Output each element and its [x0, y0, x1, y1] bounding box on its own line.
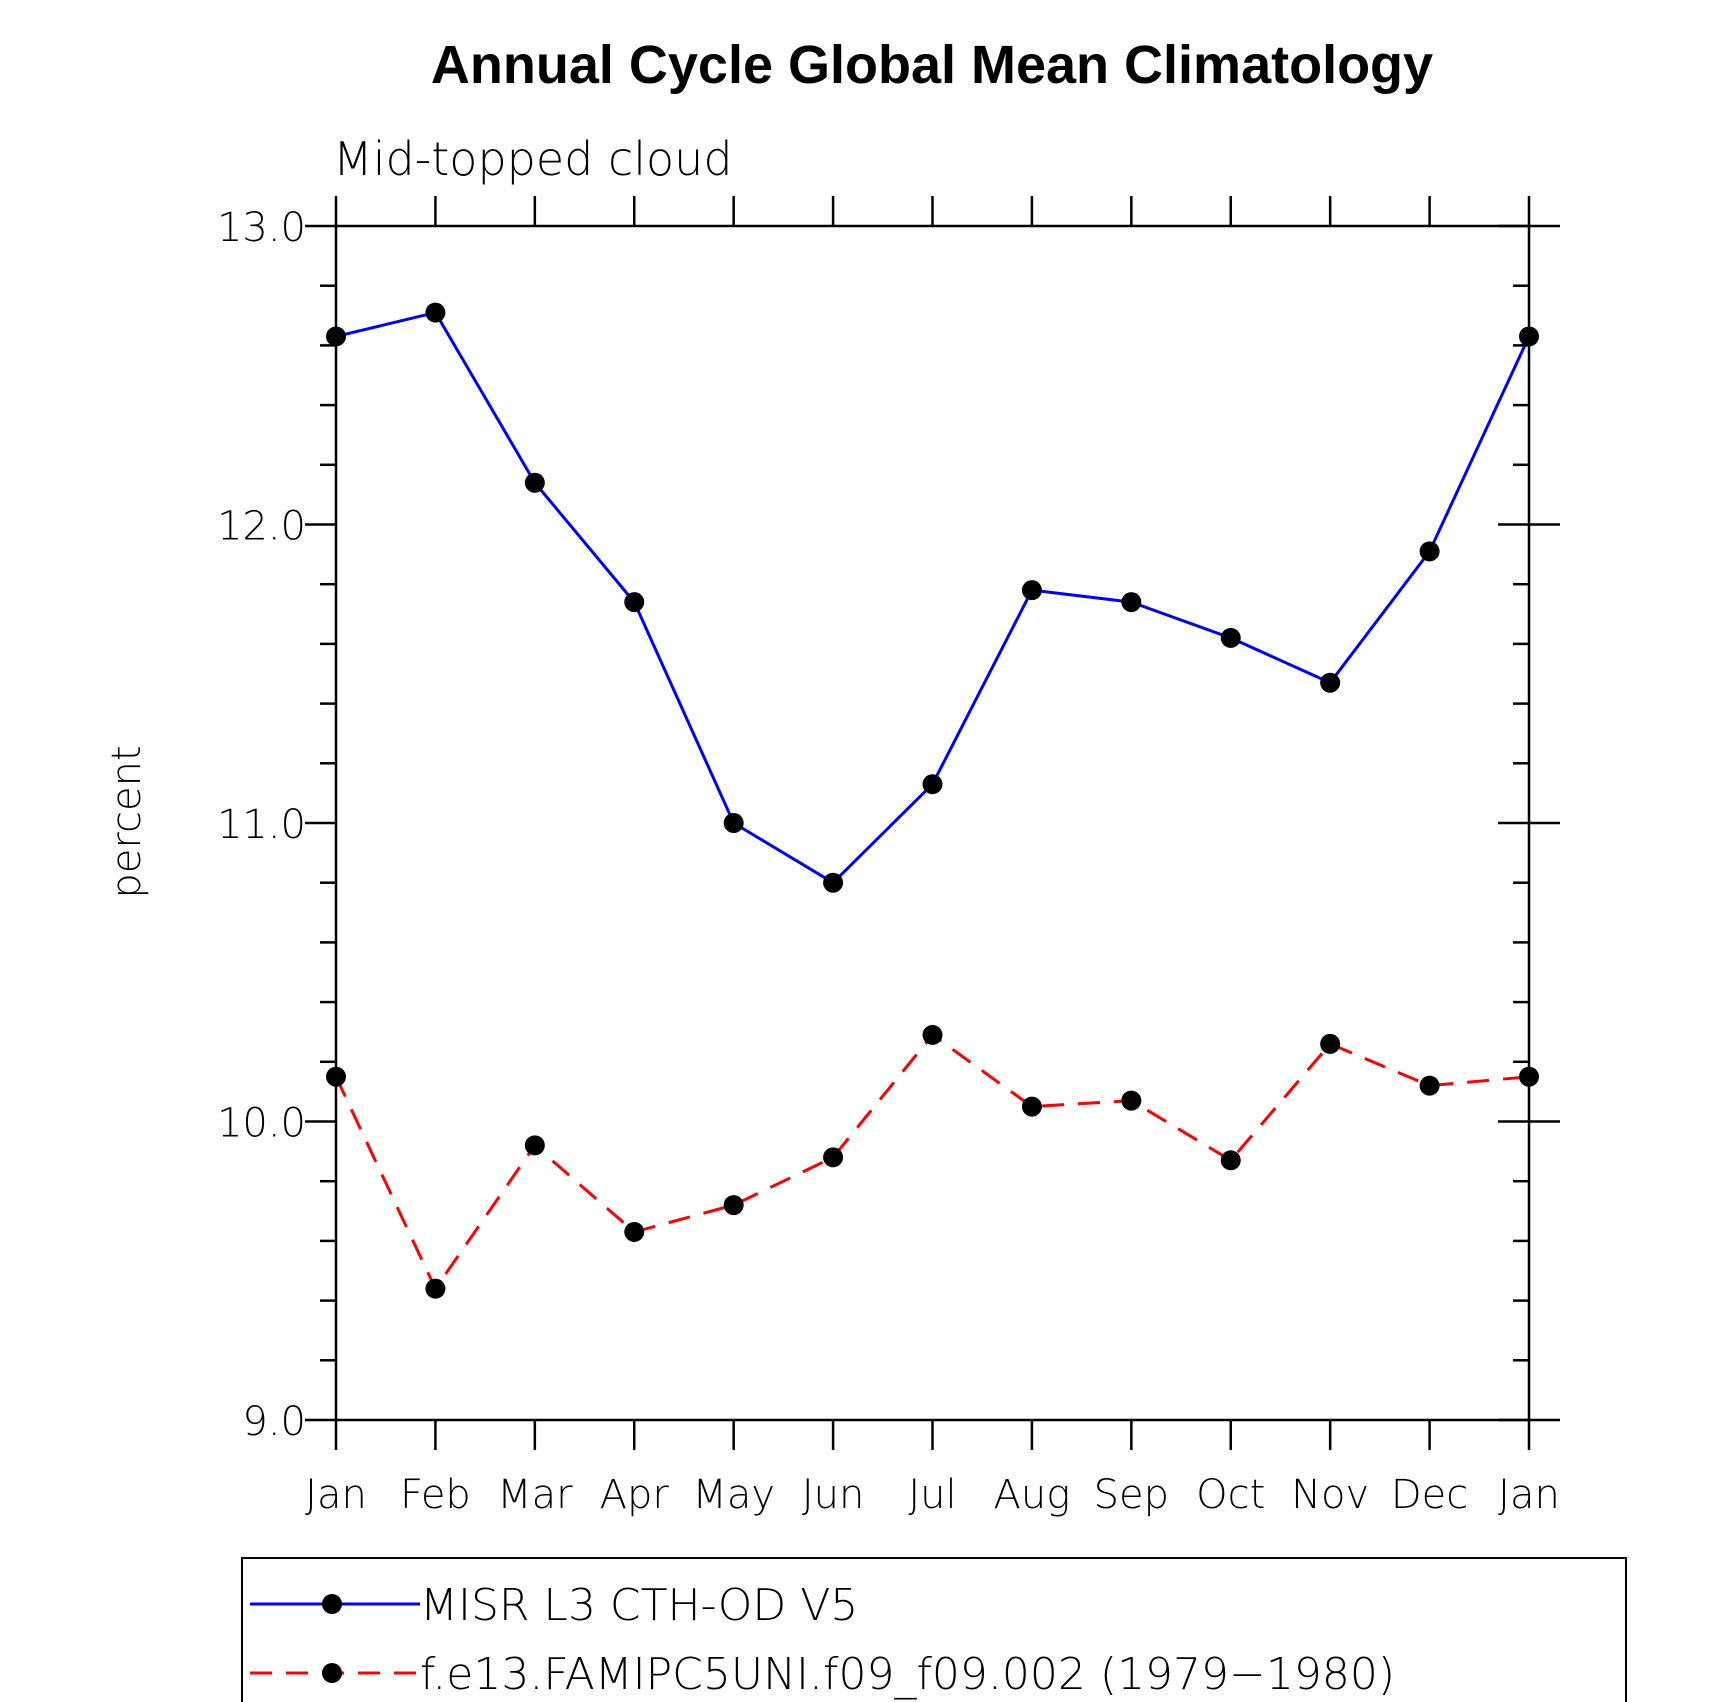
series-1-point [723, 1195, 744, 1216]
x-tick-label: Aug [994, 1472, 1071, 1518]
x-tick-label: Jan [1498, 1472, 1560, 1518]
chart-title: Annual Cycle Global Mean Climatology [431, 35, 1433, 95]
series-1-point [524, 1135, 545, 1156]
x-tick-label: Feb [400, 1472, 471, 1518]
x-tick-labels: Jan Feb Mar Apr May Jun Jul Aug Sep Oct Nov Dec Jan [305, 1472, 1560, 1518]
legend-marker-0 [322, 1594, 342, 1614]
x-tick-label: May [692, 1472, 775, 1518]
series-line-1 [334, 1032, 1530, 1292]
x-tick-label: Nov [1291, 1472, 1369, 1518]
series-0-point [1519, 326, 1539, 347]
x-tick-label: Oct [1196, 1472, 1265, 1518]
y-tick-label: 9.0 [242, 1399, 306, 1445]
y-tick-label: 13.0 [217, 205, 306, 251]
series-0-point [624, 592, 645, 613]
axis-ticks [305, 196, 1560, 1450]
series-0-point [326, 326, 346, 347]
series-0-point [1220, 627, 1241, 648]
series-0-point [524, 472, 545, 493]
series-0-point [1419, 541, 1440, 562]
legend: MISR L3 CTH-OD V5 f.e13.FAMIPC5UNI.f09_f… [241, 1557, 1627, 1702]
y-axis-label: percent [104, 745, 150, 898]
y-tick-label: 10.0 [217, 1101, 306, 1147]
legend-box [241, 1557, 1627, 1702]
legend-label-1: f.e13.FAMIPC5UNI.f09_f09.002 (1979−1980) [420, 1649, 1395, 1700]
x-tick-label: Jun [802, 1472, 865, 1518]
series-1-point [326, 1066, 346, 1087]
x-tick-label: Dec [1391, 1472, 1468, 1518]
series-1-point [1320, 1033, 1341, 1054]
x-tick-label: Jul [908, 1472, 956, 1518]
x-tick-label: Sep [1094, 1472, 1169, 1518]
series-1-point [1419, 1075, 1440, 1096]
series-1-point [1220, 1150, 1241, 1171]
y-tick-label: 12.0 [217, 504, 306, 550]
plot-frame [334, 224, 1531, 1422]
series-1-point [1021, 1096, 1042, 1117]
series-0-point [1320, 672, 1341, 693]
series-1-point [1519, 1066, 1539, 1087]
series-0-point [1121, 592, 1142, 613]
series-0-point [425, 302, 446, 323]
x-tick-label: Mar [497, 1472, 573, 1518]
chart-subtitle: Mid-topped cloud [333, 132, 733, 186]
series-line-0 [335, 310, 1531, 885]
y-tick-label: 11.0 [217, 802, 306, 848]
series-0-point [723, 813, 744, 833]
series-0-point [1021, 580, 1042, 601]
y-tick-labels: 9.0 10.0 11.0 12.0 13.0 [217, 205, 306, 1445]
series-1-point [624, 1221, 645, 1242]
series-1-point [425, 1278, 446, 1299]
series-0-point [823, 872, 844, 893]
legend-label-0: MISR L3 CTH-OD V5 [420, 1580, 858, 1631]
series-layer [326, 302, 1539, 1299]
x-tick-label: Jan [305, 1472, 367, 1518]
series-1-point [922, 1024, 943, 1045]
x-tick-label: Apr [600, 1472, 670, 1518]
series-1-point [1121, 1090, 1142, 1111]
series-0-point [922, 774, 943, 795]
legend-marker-1 [322, 1663, 342, 1683]
series-1-point [823, 1147, 844, 1168]
